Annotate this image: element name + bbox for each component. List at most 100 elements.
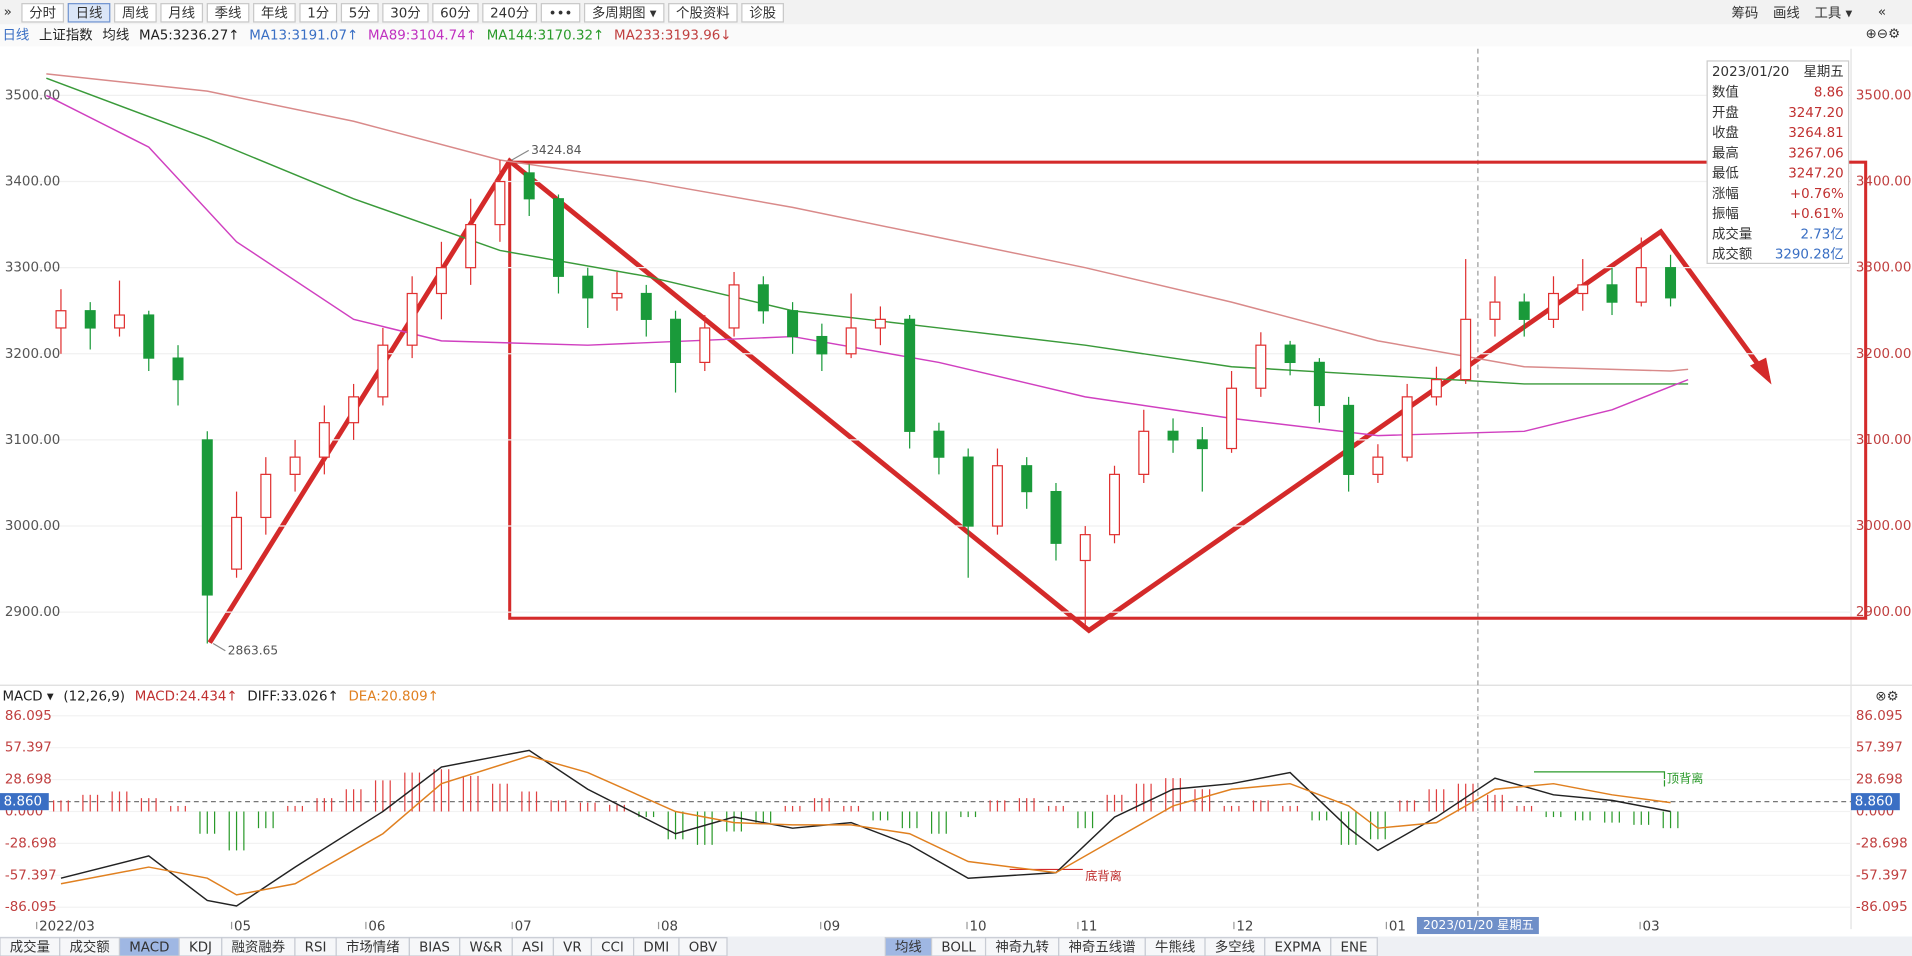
tab-label: 牛熊线	[1155, 939, 1195, 955]
candle-body	[1226, 387, 1238, 450]
macd-header: (12,26,9)	[63, 689, 125, 704]
toolbar-label: 年线	[261, 5, 288, 21]
tab-label: VR	[563, 940, 582, 955]
toolbar-button[interactable]	[340, 3, 379, 23]
panel-icons[interactable]: ⊕⊖⚙	[1866, 27, 1901, 42]
toolbar-right[interactable]: 工具 ▾	[1814, 6, 1852, 21]
settings-icon[interactable]: «	[1878, 5, 1886, 20]
tab-label: BOLL	[941, 940, 976, 955]
toolbar-button[interactable]	[114, 3, 157, 23]
info-label: 收盘	[1712, 124, 1739, 141]
toolbar-label: 240分	[490, 5, 529, 21]
info-value: 3247.20	[1788, 167, 1843, 182]
x-tick-label: 01	[1389, 920, 1406, 935]
candle-body	[114, 314, 125, 329]
tab-label: BIAS	[419, 940, 450, 955]
toolbar-label: 季线	[215, 5, 242, 21]
current-tag-right	[1851, 793, 1900, 811]
y-tick-label: 3100.00	[5, 433, 60, 448]
candle-body	[1284, 344, 1296, 364]
candle-body	[201, 439, 213, 596]
toolbar-right[interactable]: 画线	[1773, 5, 1800, 21]
tab-label: RSI	[305, 940, 327, 955]
y-tick-label: 3400.00	[5, 175, 60, 190]
extreme-leader	[511, 149, 530, 161]
candle-body	[435, 267, 447, 295]
y-tick-label-right: 3400.00	[1856, 175, 1911, 190]
toolbar-button[interactable]	[160, 3, 204, 23]
ma-value: MA144:3170.32↑	[487, 28, 605, 43]
trend-drawing	[207, 157, 1771, 644]
toolbar-button[interactable]	[206, 3, 250, 23]
y-tick-label: 3000.00	[5, 519, 60, 534]
toolbar-button[interactable]	[482, 3, 538, 23]
toolbar-button[interactable]	[583, 3, 665, 23]
toolbar-button[interactable]	[741, 3, 784, 23]
tab-label: CCI	[601, 940, 624, 955]
tab[interactable]	[1330, 937, 1378, 956]
candle-body	[1665, 267, 1677, 299]
candle-body	[787, 310, 799, 338]
toolbar-button[interactable]	[540, 3, 581, 23]
info-text: 日线	[2, 27, 29, 43]
toolbar-label: 日线	[76, 5, 103, 21]
info-label: 涨幅	[1712, 186, 1739, 202]
candle-body	[582, 275, 594, 299]
candle-body	[552, 198, 564, 277]
collapse-icon[interactable]: »	[4, 5, 12, 20]
extreme-label: 2863.65	[228, 643, 278, 657]
extreme-leader	[212, 642, 226, 652]
candle-body	[1430, 379, 1442, 398]
candle-body	[1548, 292, 1559, 320]
toolbar-right[interactable]: 筹码	[1732, 4, 1759, 21]
candle-body	[757, 284, 769, 312]
candle-body	[611, 292, 623, 299]
candle-body	[289, 456, 301, 475]
info-value: 3264.81	[1788, 126, 1843, 141]
toolbar-button[interactable]	[668, 3, 738, 23]
toolbar-button[interactable]	[299, 3, 338, 23]
candle-body	[962, 456, 974, 527]
divergence-lines	[1009, 771, 1666, 871]
x-tick-label: 12	[1236, 920, 1253, 935]
candle-body	[377, 344, 389, 398]
candle-body	[406, 292, 418, 346]
toolbar-label: 1分	[307, 5, 329, 21]
tab[interactable]	[678, 937, 728, 956]
toolbar-button[interactable]	[67, 3, 111, 23]
toolbar-button[interactable]	[382, 3, 429, 23]
toolbar-button[interactable]	[253, 3, 296, 23]
candle-body	[494, 180, 506, 226]
info-box-bg	[1706, 60, 1850, 264]
macd-icons[interactable]: ⊗⚙	[1875, 689, 1898, 704]
macd-y-label-right: 28.698	[1856, 773, 1903, 788]
y-tick-label-right: 3500.00	[1856, 88, 1911, 103]
tab-label: ENE	[1341, 940, 1368, 955]
cursor-date-bg	[1416, 916, 1539, 935]
macd-value: MACD:24.434↑	[135, 689, 238, 704]
ma-line	[46, 77, 1689, 385]
y-tick-label: 2900.00	[5, 605, 60, 620]
ma-value: MA233:3193.96↓	[614, 28, 732, 43]
macd-value: DIFF:33.026↑	[247, 689, 338, 704]
top-divergence	[1533, 771, 1666, 787]
x-tick-label: 03	[1643, 920, 1660, 935]
x-tick-label: 08	[661, 920, 678, 935]
toolbar-button[interactable]	[432, 3, 479, 23]
y-tick-label: 3500.00	[5, 88, 60, 103]
candle-body	[1635, 267, 1647, 303]
candle-body	[1138, 430, 1150, 475]
macd-y-label-right: -28.698	[1856, 836, 1908, 851]
info-value: 8.86	[1814, 86, 1844, 101]
current-label-right: 8.860	[1855, 795, 1893, 810]
x-tick-label: 10	[969, 920, 986, 935]
info-value: 3267.06	[1788, 146, 1843, 161]
candle-body	[260, 473, 272, 519]
candle-body	[1196, 439, 1208, 450]
info-label: 开盘	[1712, 104, 1739, 121]
candle-body	[1577, 284, 1589, 295]
toolbar-button[interactable]	[21, 3, 65, 23]
candle-body	[1021, 465, 1033, 493]
macd-y-label: 28.698	[5, 773, 52, 788]
x-tick-label: 09	[823, 920, 840, 935]
